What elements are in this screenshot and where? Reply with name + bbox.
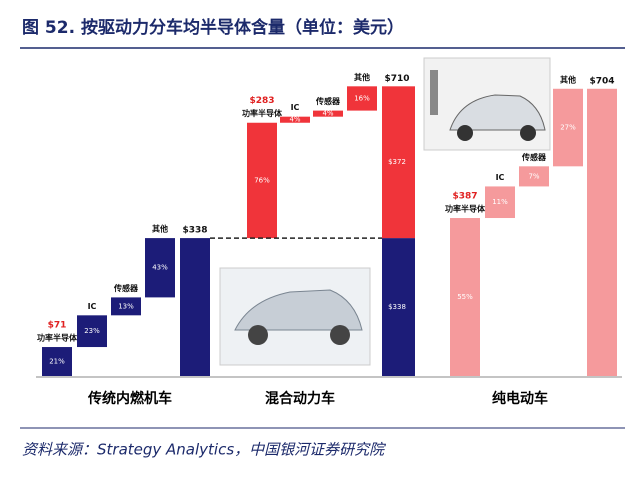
segment-value: 27% — [560, 124, 576, 132]
increment-value: $372 — [388, 158, 406, 166]
segment-name: 功率半导体 — [445, 204, 486, 214]
segment-value: 16% — [354, 94, 370, 102]
segment-value: 43% — [152, 264, 168, 272]
total-bar — [587, 88, 617, 376]
segment-bar — [145, 238, 175, 298]
segment-value: 11% — [492, 198, 508, 206]
segment-bar — [247, 122, 277, 239]
segment-bar — [313, 110, 343, 117]
segment-bar — [77, 315, 107, 348]
total-label: $710 — [384, 74, 409, 84]
total-bar — [180, 238, 210, 376]
source-note: 资料来源：Strategy Analytics，中国银河证券研究院 — [22, 441, 386, 459]
segment-value: 13% — [118, 302, 134, 310]
segment-bar — [42, 347, 72, 376]
segment-name: 传感器 — [315, 96, 341, 106]
chart-title: 图 52. 按驱动力分车均半导体含量（单位：美元） — [22, 17, 404, 38]
segment-value: 4% — [322, 110, 333, 118]
segment-bar — [519, 166, 549, 187]
group-name: 混合动力车 — [265, 390, 335, 407]
segment-value: 4% — [289, 116, 300, 124]
segment-name: 其他 — [354, 72, 370, 82]
segment-name: IC — [496, 173, 505, 182]
segment-name: 其他 — [560, 74, 576, 84]
segment-bar — [450, 218, 480, 376]
segment-bar — [485, 186, 515, 219]
segment-value: 7% — [528, 172, 539, 180]
ev-car-photo — [423, 57, 551, 151]
segment-bar — [280, 116, 310, 123]
base-value: $338 — [388, 303, 406, 311]
increment-bar — [382, 86, 415, 239]
segment-value: 23% — [84, 327, 100, 335]
segment-value: 21% — [49, 358, 65, 366]
total-label: $704 — [589, 76, 614, 86]
first-amount: $71 — [48, 321, 67, 331]
group-name: 传统内燃机车 — [87, 390, 172, 407]
segment-bar — [553, 88, 583, 167]
segment-value: 76% — [254, 176, 270, 184]
segment-name: 传感器 — [521, 152, 547, 162]
group-name: 纯电动车 — [492, 390, 548, 407]
segment-bar — [347, 86, 377, 111]
segment-bar — [111, 297, 141, 316]
segment-value: 55% — [457, 293, 473, 301]
first-amount: $283 — [249, 96, 274, 106]
segment-name: IC — [88, 302, 97, 311]
segment-name: IC — [291, 103, 300, 112]
hybrid-car-photo — [219, 267, 371, 366]
segment-name: 其他 — [152, 224, 168, 234]
segment-name: 功率半导体 — [242, 108, 283, 118]
segment-name: 功率半导体 — [37, 333, 78, 343]
base-bar — [382, 238, 415, 376]
segment-name: 传感器 — [113, 283, 139, 293]
first-amount: $387 — [452, 192, 477, 202]
total-label: $338 — [182, 226, 207, 236]
